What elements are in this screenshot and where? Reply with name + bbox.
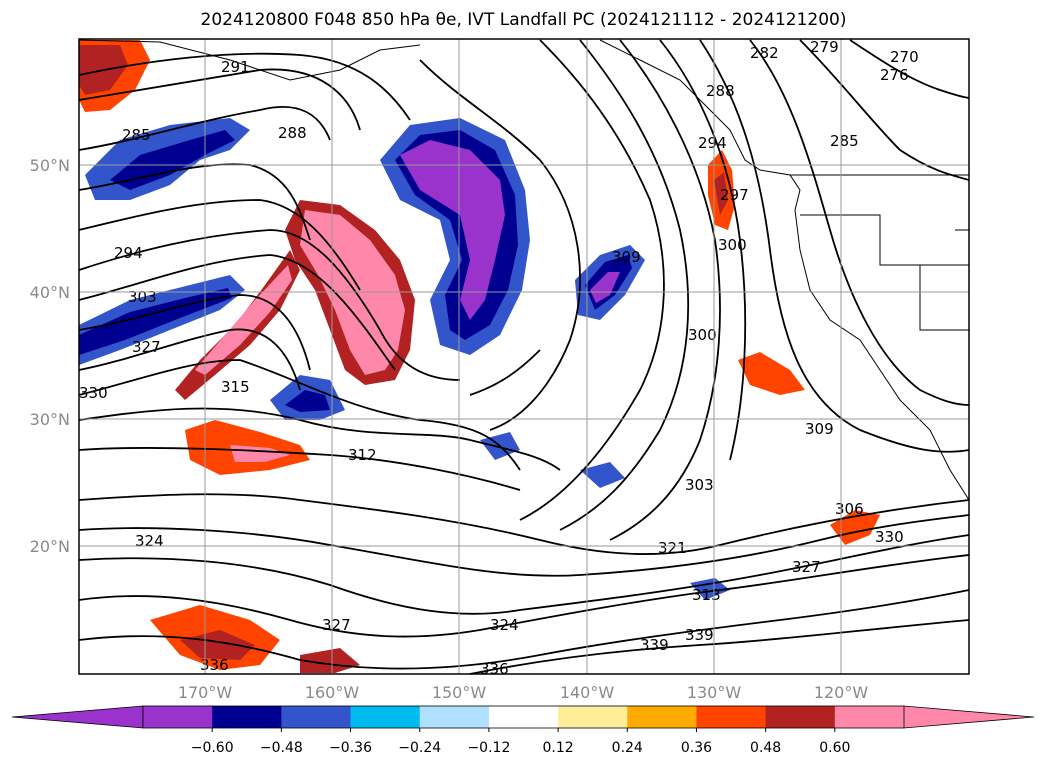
colorbar-swatch [834, 706, 905, 728]
colorbar-extend-low [11, 705, 144, 729]
contour-label: 339 [640, 636, 669, 654]
contour-label: 339 [685, 626, 714, 644]
contour-label: 315 [221, 378, 250, 396]
colorbar-swatch [419, 706, 490, 728]
colorbar-swatch [281, 706, 352, 728]
contour-label: 279 [810, 38, 839, 56]
colorbar-extend-high [903, 705, 1035, 729]
lon-tick-label: 170°W [178, 683, 233, 702]
contour-label: 321 [658, 539, 687, 557]
contour-label: 327 [322, 616, 351, 634]
colorbar-swatch [765, 706, 836, 728]
lon-tick-label: 150°W [432, 683, 487, 702]
lat-tick-label: 40°N [30, 283, 70, 302]
lat-tick-label: 20°N [30, 537, 70, 556]
contour-label: 306 [835, 500, 864, 518]
lon-axis-labels: 170°W 160°W 150°W 140°W 130°W 120°W [178, 683, 869, 702]
colorbar-swatch [627, 706, 697, 728]
lat-tick-label: 50°N [30, 156, 70, 175]
lon-tick-label: 140°W [560, 683, 615, 702]
colorbar-tick-label: 0.60 [819, 740, 850, 756]
colorbar-tick-label: −0.60 [191, 740, 234, 756]
contour-label: 297 [720, 186, 749, 204]
lon-tick-label: 120°W [814, 683, 869, 702]
contour-label: 288 [278, 124, 307, 142]
contour-label: 327 [792, 558, 821, 576]
contour-label: 285 [122, 126, 151, 144]
colorbar-swatch [558, 706, 628, 728]
contour-label: 303 [685, 476, 714, 494]
contour-label: 330 [79, 384, 108, 402]
contour-label: 327 [132, 338, 161, 356]
lon-tick-label: 160°W [305, 683, 360, 702]
contour-label: 309 [805, 420, 834, 438]
colorbar-tick-label: 0.12 [543, 740, 574, 756]
plot-title: 2024120800 F048 850 hPa θe, IVT Landfall… [200, 10, 847, 30]
contour-label: 270 [890, 48, 919, 66]
contour-label: 276 [880, 66, 909, 84]
colorbar-swatch [696, 706, 767, 728]
graticule [79, 39, 969, 674]
colorbar-tick-label: 0.48 [750, 740, 781, 756]
map-frame [78, 38, 970, 675]
contour-label: 294 [114, 244, 143, 262]
colorbar-tick-label: −0.36 [329, 740, 372, 756]
contour-label: 336 [200, 656, 229, 674]
colorbar-tick-label: 0.36 [681, 740, 712, 756]
contour-label: 324 [135, 532, 164, 550]
colorbar-swatch [488, 706, 559, 728]
colorbar-swatch [143, 706, 213, 728]
lat-axis-labels: 50°N 40°N 30°N 20°N [30, 156, 70, 556]
contour-label: 291 [221, 58, 250, 76]
coastlines [78, 39, 970, 501]
contour-label: 294 [698, 134, 727, 152]
colorbar-tick-label: −0.48 [260, 740, 303, 756]
colorbar-tick-label: −0.12 [467, 740, 510, 756]
contour-label: 282 [750, 44, 779, 62]
contour-label: 336 [480, 660, 509, 678]
colorbar-swatch [350, 706, 421, 728]
contour-label: 312 [348, 446, 377, 464]
colorbar-frame [142, 705, 905, 729]
contour-label: 288 [706, 82, 735, 100]
lon-tick-label: 130°W [687, 683, 742, 702]
colorbar: −0.60 −0.48 −0.36 −0.24 −0.12 0.12 0.24 0.36 0.4… [11, 705, 1035, 756]
colorbar-swatch [212, 706, 282, 728]
contour-label: 313 [692, 586, 721, 604]
shaded-fields [79, 40, 880, 673]
lat-tick-label: 30°N [30, 410, 70, 429]
contour-label: 324 [490, 616, 519, 634]
contour-label: 300 [688, 326, 717, 344]
contour-label: 303 [128, 288, 157, 306]
contour-label: 300 [718, 236, 747, 254]
colorbar-tick-label: 0.24 [612, 740, 643, 756]
contour-label: 330 [875, 528, 904, 546]
contour-label: 309 [612, 248, 641, 266]
colorbar-tick-label: −0.24 [398, 740, 441, 756]
contour-label: 285 [830, 132, 859, 150]
